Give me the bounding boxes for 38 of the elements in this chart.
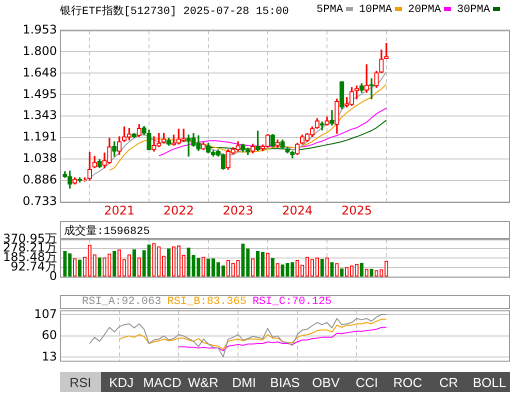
y-tick-label: 1.191 (22, 130, 57, 144)
text: RSI (60, 372, 101, 392)
y-tick-label: 1.038 (22, 151, 57, 166)
y-tick-label: 0.733 (22, 194, 57, 208)
y-tick-label: 107 (34, 306, 57, 321)
y-tick-label: 1.343 (22, 108, 57, 122)
x-tick-label: 2022 (163, 203, 194, 218)
x-tick-label: 2025 (341, 203, 372, 218)
legend-label: 30PMA (456, 4, 490, 16)
chart-title: 成交量:1596825 (64, 224, 150, 238)
text: RSI_A:92.063 (82, 296, 162, 308)
y-tick-label: 60 (42, 328, 57, 342)
legend-label: 20PMA (408, 4, 441, 16)
text: MACD (142, 374, 182, 392)
text: OBV (311, 374, 341, 392)
y-tick-label: 1.800 (22, 44, 57, 58)
x-tick-label: 2021 (104, 203, 135, 218)
text: DMI (231, 374, 257, 392)
text: RSI_B:83.365 (167, 296, 246, 308)
candlestick (330, 110, 334, 126)
y-tick-label: 1.495 (22, 86, 57, 101)
y-tick-label: 13 (42, 349, 57, 364)
legend-label: 5PMA (316, 4, 343, 16)
legend-label: 10PMA (358, 4, 392, 16)
y-tick-label: 0.886 (22, 172, 57, 187)
y-tick-label: 1.953 (22, 22, 57, 36)
text: ROC (392, 374, 424, 392)
x-tick-label: 2024 (282, 203, 313, 218)
y-tick-label: 1.648 (22, 65, 57, 80)
text: RSI_C:70.125 (252, 296, 332, 308)
text: BIAS (269, 374, 301, 392)
text: W&R (187, 374, 220, 392)
text: BOLL (472, 374, 508, 392)
chart-title: 银行ETF指数[512730] 2025-07-28 15:00 (60, 4, 289, 18)
text: KDJ (108, 374, 135, 392)
text: CR (438, 374, 459, 392)
text: CCI (354, 374, 379, 392)
x-tick-label: 2023 (222, 203, 254, 218)
